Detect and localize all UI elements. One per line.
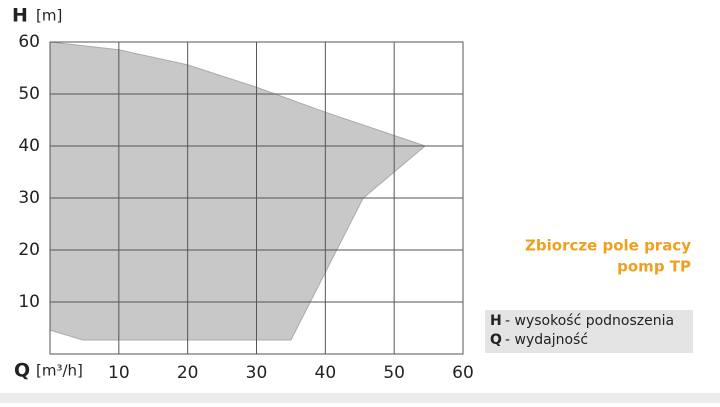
- legend-text: - wydajność: [505, 332, 588, 348]
- y-label-symbol: H: [12, 5, 28, 27]
- x-label-unit: [m³/h]: [36, 362, 83, 380]
- x-tick-label: 50: [383, 363, 405, 383]
- y-tick-label: 10: [18, 292, 40, 312]
- plot-frame: [49, 41, 464, 355]
- y-tick-label: 60: [18, 32, 40, 52]
- legend-symbol: Q: [490, 332, 502, 348]
- x-tick-label: 60: [452, 363, 474, 383]
- y-tick-label: 20: [18, 240, 40, 260]
- x-label-symbol: Q: [14, 360, 30, 382]
- y-tick-label: 50: [18, 84, 40, 104]
- y-tick-label: 30: [18, 188, 40, 208]
- x-tick-label: 20: [177, 363, 199, 383]
- legend-text: - wysokość podnoszenia: [505, 313, 674, 329]
- x-tick-label: 10: [108, 363, 130, 383]
- area: [49, 41, 427, 341]
- x-tick-label: 40: [315, 363, 337, 383]
- x-tick-label: 30: [246, 363, 268, 383]
- annotation: pomp TP: [617, 258, 691, 276]
- y-label-unit: [m]: [36, 7, 62, 25]
- annotation: Zbiorcze pole pracy: [525, 237, 691, 255]
- y-tick-label: 40: [18, 136, 40, 156]
- footer-strip: [0, 393, 720, 403]
- legend-symbol: H: [490, 313, 502, 329]
- legend-box: [485, 310, 693, 353]
